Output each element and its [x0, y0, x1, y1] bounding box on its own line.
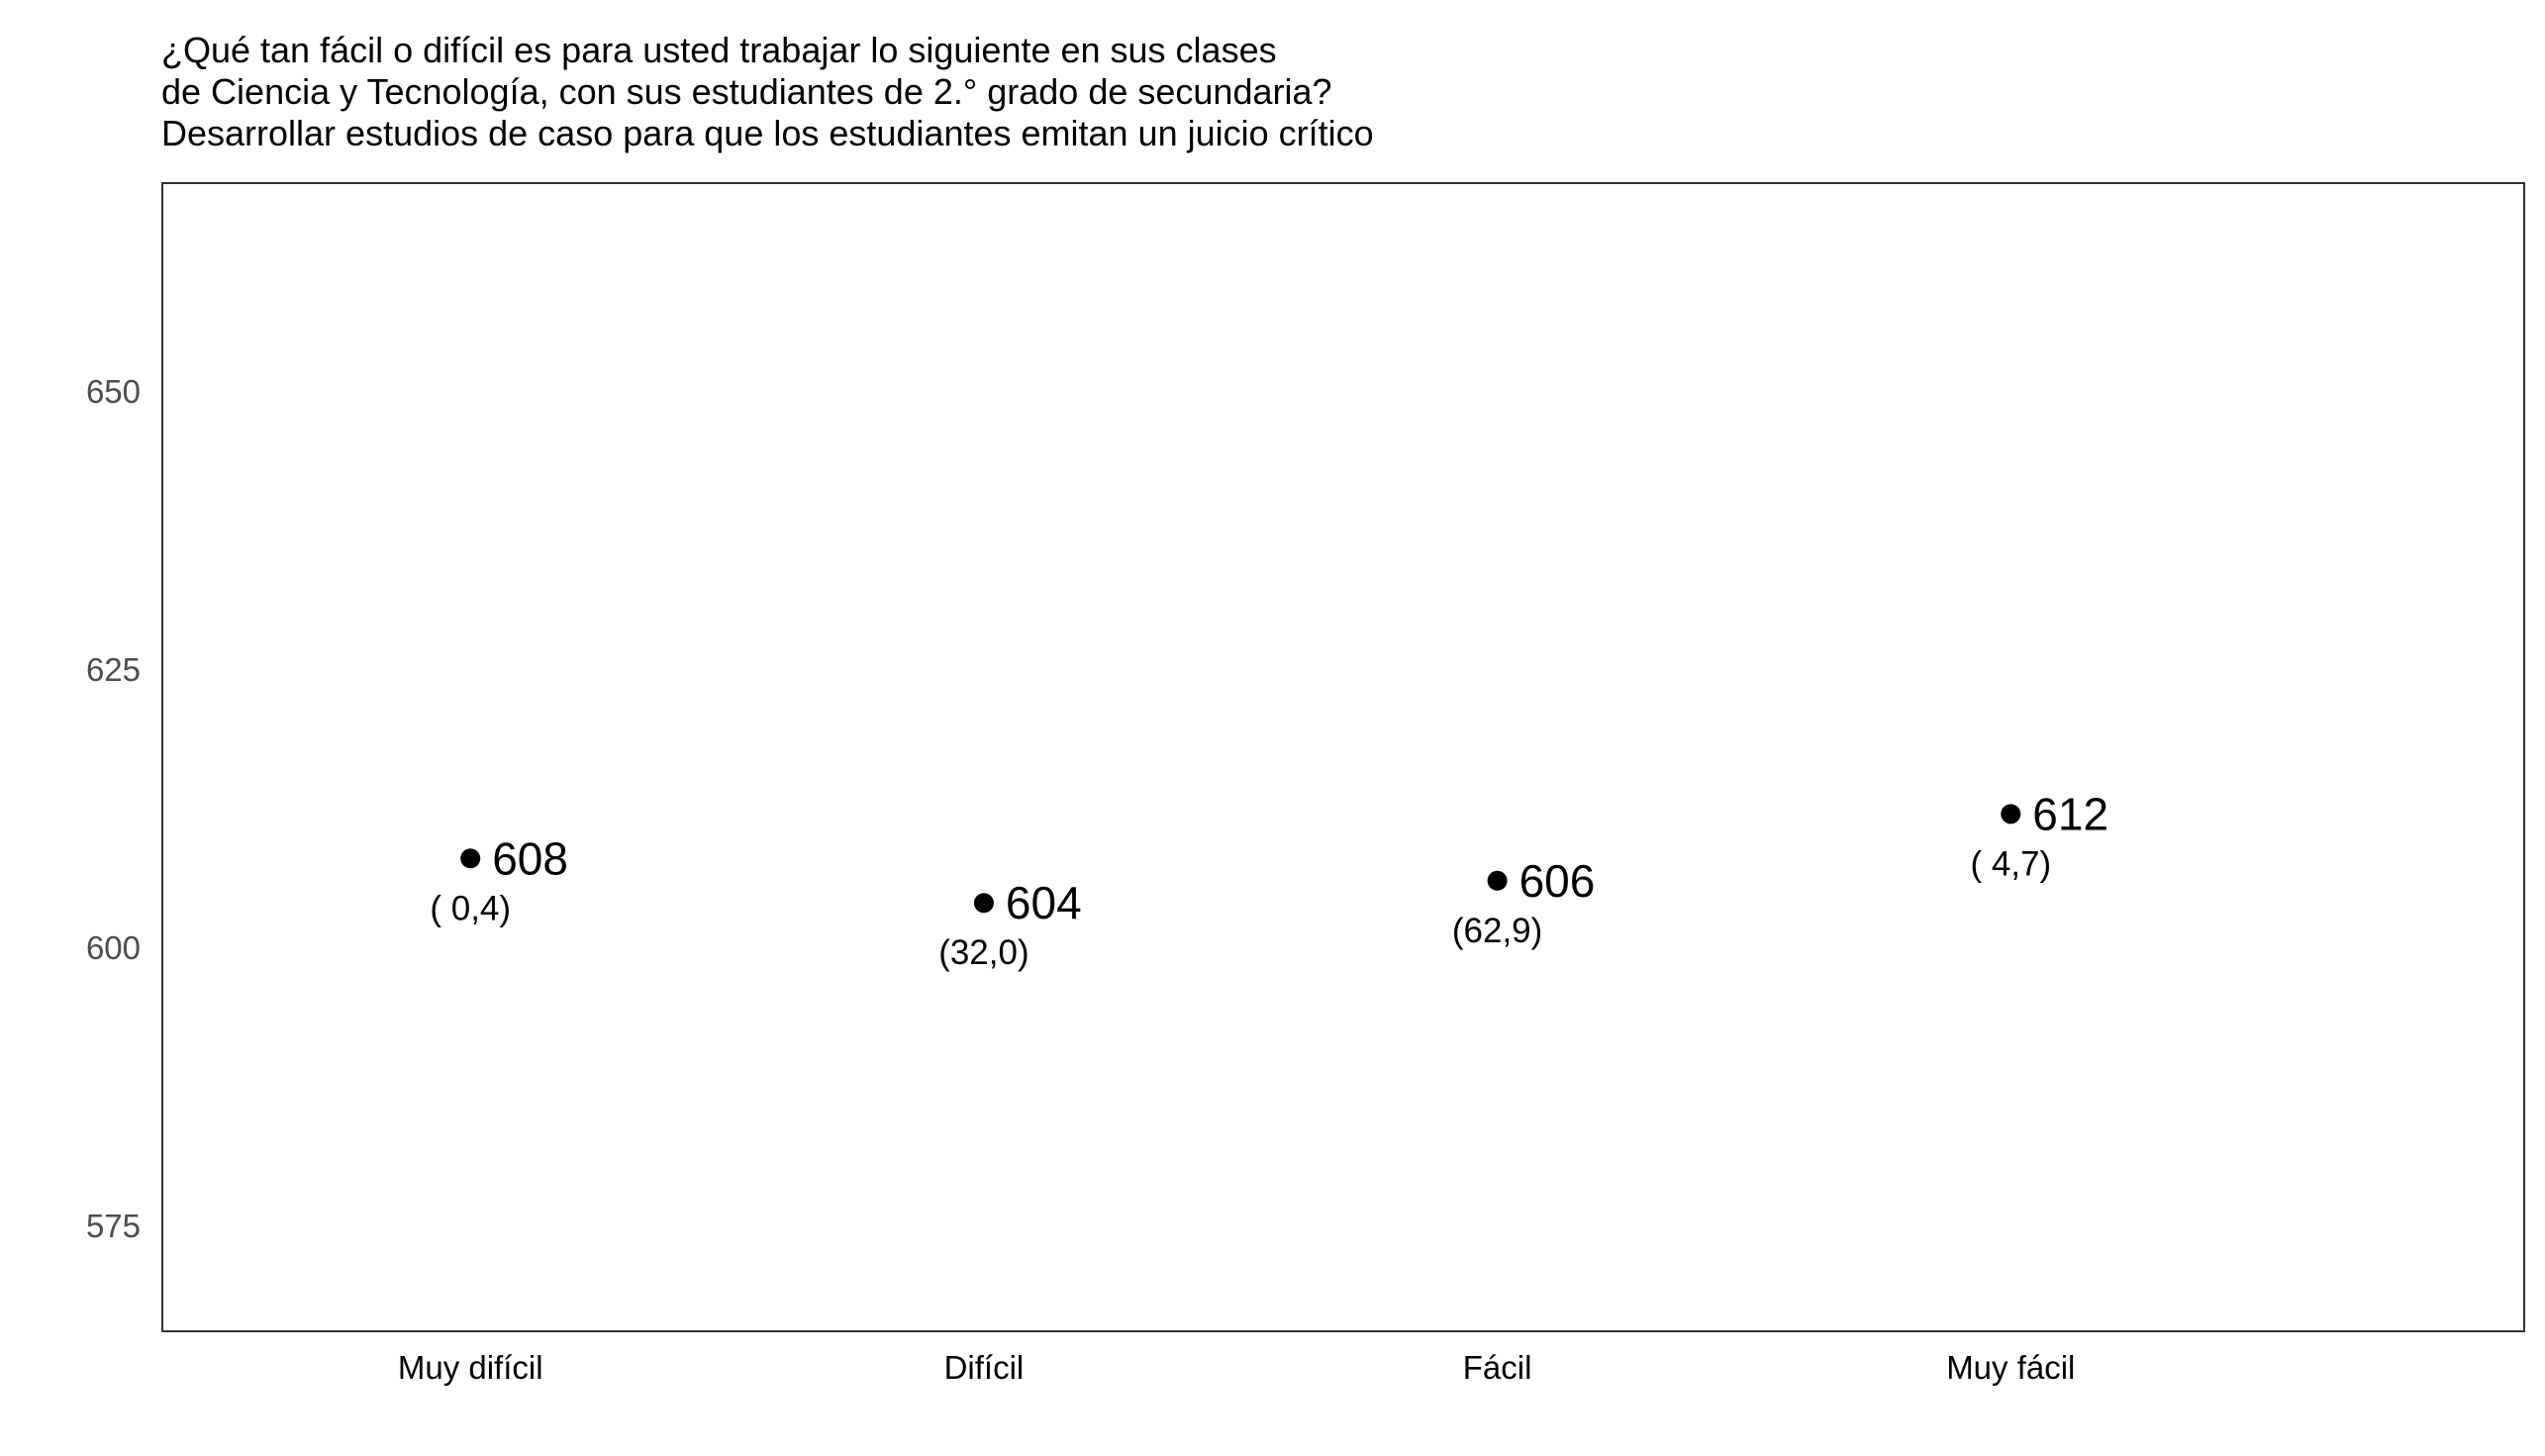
value-label-4: 612 [2032, 788, 2108, 839]
percent-label-2: (32,0) [938, 933, 1028, 972]
value-label-1: 608 [492, 832, 568, 884]
chart-title: ¿Qué tan fácil o difícil es para usted t… [161, 30, 1374, 154]
value-label-3: 606 [1519, 855, 1596, 907]
x-tick-label-1: Muy difícil [398, 1349, 543, 1386]
value-label-2: 604 [1006, 877, 1082, 928]
chart-title-line-2: de Ciencia y Tecnología, con sus estudia… [161, 71, 1332, 112]
data-point-4 [2001, 804, 2021, 825]
x-tick-label-3: Fácil [1463, 1349, 1532, 1386]
data-marks: 608 ( 0,4) 604 (32,0) 606 (62,9) 612 ( 4,7) [430, 788, 2108, 972]
x-tick-label-2: Difícil [944, 1349, 1025, 1386]
y-tick-label-625: 625 [86, 651, 141, 688]
chart-title-line-3: Desarrollar estudios de caso para que lo… [161, 113, 1374, 153]
y-tick-label-650: 650 [86, 373, 141, 410]
y-axis: 575 600 625 650 [86, 373, 141, 1244]
data-point-3 [1487, 870, 1508, 891]
y-tick-label-600: 600 [86, 929, 141, 966]
percent-label-4: ( 4,7) [1970, 844, 2051, 883]
x-axis: Muy difícil Difícil Fácil Muy fácil [398, 1349, 2076, 1386]
percent-label-1: ( 0,4) [430, 889, 511, 927]
plot-panel-border [161, 182, 2525, 1332]
data-point-1 [460, 848, 481, 869]
x-tick-label-4: Muy fácil [1946, 1349, 2075, 1386]
data-point-2 [973, 893, 994, 914]
chart-title-line-1: ¿Qué tan fácil o difícil es para usted t… [161, 30, 1277, 70]
percent-label-3: (62,9) [1452, 912, 1542, 950]
y-tick-label-575: 575 [86, 1208, 141, 1244]
